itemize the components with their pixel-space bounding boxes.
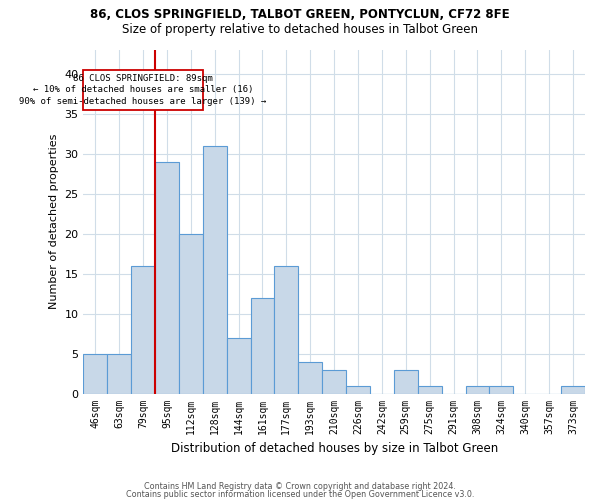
- Bar: [131, 266, 155, 394]
- Text: 86 CLOS SPRINGFIELD: 89sqm
← 10% of detached houses are smaller (16)
90% of semi: 86 CLOS SPRINGFIELD: 89sqm ← 10% of deta…: [19, 74, 266, 106]
- Bar: [466, 386, 490, 394]
- Text: Contains HM Land Registry data © Crown copyright and database right 2024.: Contains HM Land Registry data © Crown c…: [144, 482, 456, 491]
- Text: Contains public sector information licensed under the Open Government Licence v3: Contains public sector information licen…: [126, 490, 474, 499]
- Bar: [346, 386, 370, 394]
- Bar: [227, 338, 251, 394]
- Bar: [561, 386, 585, 394]
- Bar: [155, 162, 179, 394]
- Bar: [251, 298, 274, 394]
- Text: Size of property relative to detached houses in Talbot Green: Size of property relative to detached ho…: [122, 22, 478, 36]
- Bar: [179, 234, 203, 394]
- Bar: [203, 146, 227, 394]
- Y-axis label: Number of detached properties: Number of detached properties: [49, 134, 59, 310]
- Bar: [322, 370, 346, 394]
- Bar: [394, 370, 418, 394]
- Bar: [490, 386, 514, 394]
- Bar: [83, 354, 107, 394]
- Bar: [83, 70, 203, 110]
- Bar: [298, 362, 322, 394]
- Bar: [274, 266, 298, 394]
- Text: 86, CLOS SPRINGFIELD, TALBOT GREEN, PONTYCLUN, CF72 8FE: 86, CLOS SPRINGFIELD, TALBOT GREEN, PONT…: [90, 8, 510, 20]
- X-axis label: Distribution of detached houses by size in Talbot Green: Distribution of detached houses by size …: [170, 442, 498, 455]
- Bar: [418, 386, 442, 394]
- Bar: [107, 354, 131, 394]
